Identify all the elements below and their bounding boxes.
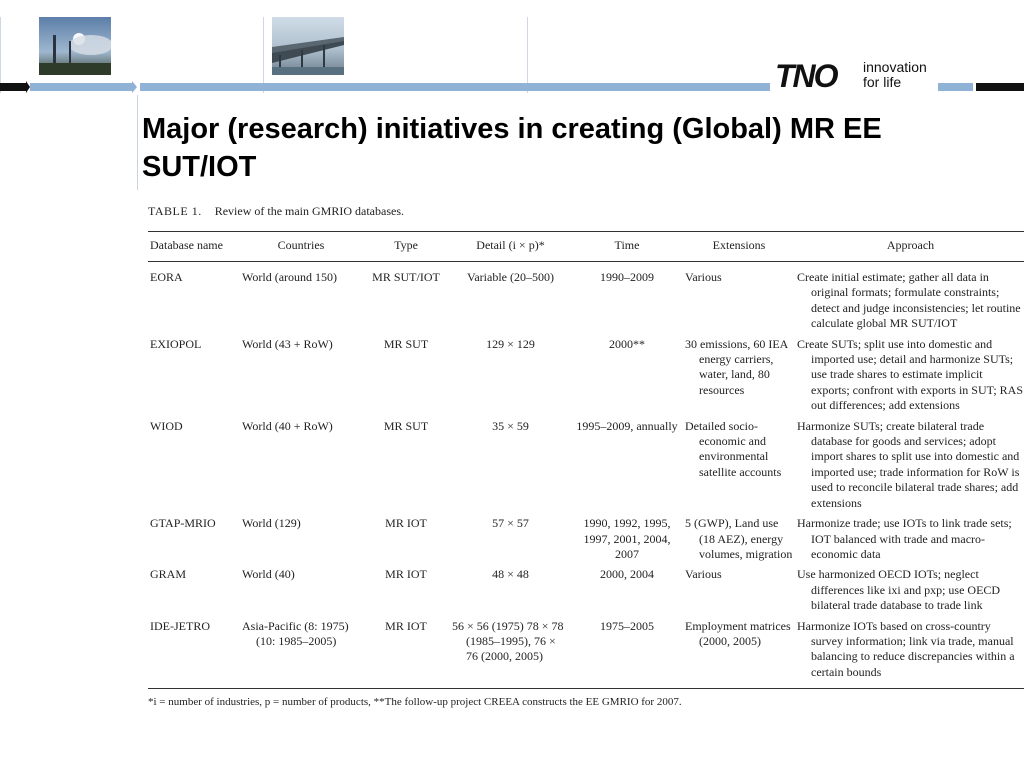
cell-countries: World (40): [240, 564, 362, 615]
cell-countries: World (129): [240, 513, 362, 564]
slide-title: Major (research) initiatives in creating…: [142, 113, 882, 183]
table-row: IDE-JETRO Asia-Pacific (8: 1975) (10: 19…: [148, 616, 1024, 689]
header-stripe-blue: [140, 83, 770, 91]
cell-countries-text: World (around 150): [242, 270, 338, 284]
column-header: Approach: [886, 238, 935, 252]
table-row: EXIOPOL World (43 + RoW) MR SUT 129 × 12…: [148, 334, 1024, 416]
header-stripe-arrow: [26, 81, 30, 93]
gmrio-table: Database name Countries Type Detail (i ×…: [148, 231, 1024, 689]
cell-approach: Harmonize IOTs based on cross-country su…: [795, 616, 1024, 689]
cell-type: MR SUT/IOT: [372, 270, 440, 284]
cell-time: 1990, 1992, 1995, 1997, 2001, 2004, 2007: [583, 516, 671, 561]
title-divider: [137, 95, 138, 190]
cell-countries: Asia-Pacific (8: 1975) (10: 1985–2005): [240, 616, 362, 689]
cell-approach-text: Harmonize IOTs based on cross-country su…: [797, 618, 1015, 679]
cell-approach-text: Harmonize SUTs; create bilateral trade d…: [797, 418, 1020, 510]
cell-countries-text: World (40 + RoW): [242, 418, 333, 433]
header-photo-power-plant: [39, 17, 111, 75]
column-header: Countries: [277, 238, 325, 252]
cell-database-name: GRAM: [150, 567, 187, 582]
cell-approach: Harmonize trade; use IOTs to link trade …: [795, 513, 1024, 564]
table-footnote: *i = number of industries, p = number of…: [148, 696, 682, 709]
header-divider: [263, 17, 264, 93]
cell-extensions: Various: [683, 564, 795, 615]
cell-countries-text: World (43 + RoW): [242, 336, 333, 351]
cell-time: 2000**: [609, 336, 645, 351]
cell-approach: Use harmonized OECD IOTs; neglect differ…: [795, 564, 1024, 615]
table-row: GRAM World (40) MR IOT 48 × 48 2000, 200…: [148, 564, 1024, 615]
column-header: Database name: [150, 238, 223, 252]
header-stripe-blue: [30, 83, 132, 91]
cell-approach-text: Create initial estimate; gather all data…: [797, 270, 1021, 331]
cell-detail: 56 × 56 (1975) 78 × 78 (1985–1995), 76 ×…: [450, 616, 571, 689]
cell-database-name: WIOD: [150, 418, 183, 433]
cell-extensions-text: Various: [685, 567, 722, 582]
cell-approach-text: Use harmonized OECD IOTs; neglect differ…: [797, 567, 1001, 613]
cell-time: 1990–2009: [600, 270, 654, 284]
header-divider: [0, 17, 1, 93]
cell-time: 2000, 2004: [600, 567, 654, 582]
cell-time: 1975–2005: [600, 618, 654, 633]
header-stripe-blue: [938, 83, 973, 91]
cell-type: MR SUT: [383, 336, 429, 351]
cell-countries-text: World (129): [242, 516, 301, 531]
cell-database-name: GTAP-MRIO: [150, 516, 216, 531]
column-header: Detail (i × p)*: [476, 238, 545, 252]
header-stripe-black: [0, 83, 26, 91]
cell-extensions-text: 5 (GWP), Land use (18 AEZ), energy volum…: [685, 516, 793, 561]
cell-database-name: IDE-JETRO: [150, 618, 210, 633]
header-photo-bridge: [272, 17, 344, 75]
header-stripe-arrow: [132, 81, 137, 93]
table-row: WIOD World (40 + RoW) MR SUT 35 × 59 199…: [148, 416, 1024, 513]
cell-detail: 57 × 57: [492, 516, 529, 531]
cell-countries-text: Asia-Pacific (8: 1975) (10: 1985–2005): [242, 618, 349, 648]
table-caption-text: Review of the main GMRIO databases.: [214, 204, 404, 218]
cell-time: 1995–2009, annually: [576, 418, 678, 433]
cell-type: MR SUT: [383, 418, 429, 433]
cell-extensions: 5 (GWP), Land use (18 AEZ), energy volum…: [683, 513, 795, 564]
logo-tagline: innovation for life: [863, 60, 927, 90]
cell-extensions: Detailed socio-economic and environmenta…: [683, 416, 795, 513]
cell-type: MR IOT: [385, 567, 427, 582]
table-figure: TABLE 1. Review of the main GMRIO databa…: [148, 204, 1024, 709]
cell-approach: Create SUTs; split use into domestic and…: [795, 334, 1024, 416]
cell-extensions-text: Detailed socio-economic and environmenta…: [685, 418, 782, 479]
cell-countries: World (around 150): [240, 262, 362, 334]
tagline-line-1: innovation: [863, 59, 927, 75]
column-header: Time: [614, 238, 640, 252]
cell-approach-text: Create SUTs; split use into domestic and…: [797, 336, 1023, 413]
cell-extensions-text: 30 emissions, 60 IEA energy carriers, wa…: [685, 336, 788, 397]
cell-countries-text: World (40): [242, 567, 295, 582]
table-header-row: Database name Countries Type Detail (i ×…: [148, 231, 1024, 262]
cell-database-name: EORA: [150, 270, 183, 284]
cell-extensions-text: Various: [685, 270, 722, 284]
column-header: Type: [394, 238, 418, 252]
cell-approach-text: Harmonize trade; use IOTs to link trade …: [797, 516, 1012, 561]
header-divider: [527, 17, 528, 93]
cell-detail: 48 × 48: [492, 567, 529, 582]
cell-approach: Harmonize SUTs; create bilateral trade d…: [795, 416, 1024, 513]
cell-extensions-text: Employment matrices (2000, 2005): [685, 618, 791, 648]
tno-logo: TNO: [775, 58, 839, 94]
tagline-line-2: for life: [863, 74, 902, 90]
header-stripe-black: [976, 83, 1024, 91]
cell-detail: 35 × 59: [492, 418, 529, 433]
cell-extensions: Employment matrices (2000, 2005): [683, 616, 795, 689]
cell-approach: Create initial estimate; gather all data…: [795, 262, 1024, 334]
table-caption-label: TABLE 1.: [148, 204, 202, 218]
cell-type: MR IOT: [385, 618, 427, 633]
table-row: GTAP-MRIO World (129) MR IOT 57 × 57 199…: [148, 513, 1024, 564]
cell-detail: Variable (20–500): [467, 270, 554, 284]
table-caption: TABLE 1. Review of the main GMRIO databa…: [148, 204, 998, 219]
cell-extensions: 30 emissions, 60 IEA energy carriers, wa…: [683, 334, 795, 416]
cell-database-name: EXIOPOL: [150, 336, 202, 351]
cell-countries: World (43 + RoW): [240, 334, 362, 416]
cell-detail: 129 × 129: [486, 336, 535, 351]
cell-detail-text: 56 × 56 (1975) 78 × 78 (1985–1995), 76 ×…: [452, 618, 564, 664]
column-header: Extensions: [712, 238, 766, 252]
table-row: EORA World (around 150) MR SUT/IOT Varia…: [148, 262, 1024, 334]
cell-extensions: Various: [683, 262, 795, 334]
cell-countries: World (40 + RoW): [240, 416, 362, 513]
cell-type: MR IOT: [385, 516, 427, 531]
